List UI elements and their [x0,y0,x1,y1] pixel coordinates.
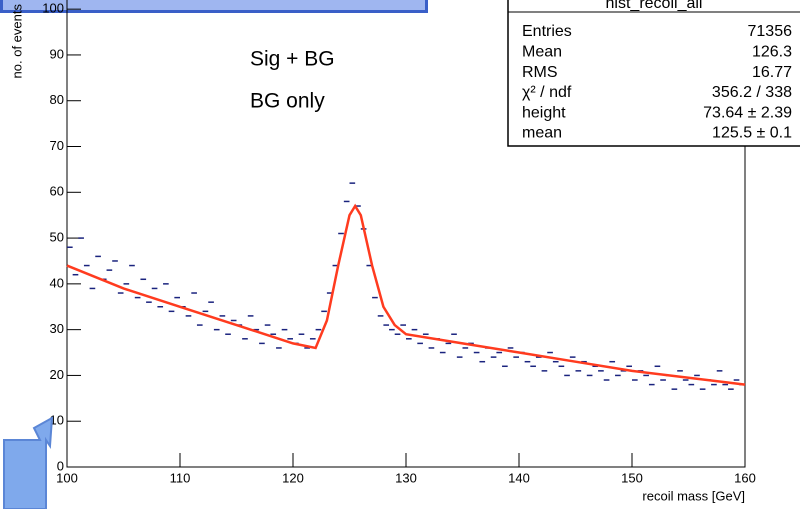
x-tick-label: 130 [395,470,417,485]
x-axis-label: recoil mass [GeV] [642,488,745,503]
stats-label: mean [522,125,562,142]
stats-label: χ² / ndf [522,84,572,101]
banner-inner [3,0,425,10]
x-tick-label: 150 [621,470,643,485]
y-tick-label: 70 [50,138,64,153]
stats-box: hist_recoil_all Entries 71356 Mean 126.3 RMS… [507,0,800,147]
stats-value: 16.77 [752,64,792,81]
stats-rows: Entries 71356 Mean 126.3 RMS 16.77 χ² / ndf 356… [522,23,792,142]
y-tick-label: 90 [50,46,64,61]
x-tick-label: 110 [170,470,191,485]
stats-label: Mean [522,44,562,61]
stats-value: 125.5 ± 0.1 [712,125,792,142]
stats-label: RMS [522,64,558,81]
callout-arrow [3,416,54,509]
stats-value: 126.3 [752,44,792,61]
plot-area: 0 10 20 30 40 50 60 70 80 90 100 100 110 120 130 140 150… [42,0,756,485]
x-tick-label: 160 [734,470,756,485]
x-tick-label: 120 [282,470,304,485]
y-tick-label: 50 [50,230,64,245]
y-tick-label: 30 [50,321,64,336]
stats-label: height [522,104,566,121]
x-tick-label: 140 [508,470,530,485]
stats-value: 71356 [748,23,793,40]
stats-label: Entries [522,23,572,40]
y-tick-label: 80 [50,92,64,107]
fit-curve [66,203,746,386]
stats-value: 356.2 / 338 [712,84,792,101]
y-tick-label: 60 [50,184,64,199]
x-tick-label: 100 [56,470,78,485]
stats-value: 73.64 ± 2.39 [703,104,792,121]
stats-frame [507,0,800,147]
y-tick-label: 100 [42,1,64,16]
annotation: BG only [250,90,325,113]
y-tick-label: 20 [50,367,64,382]
y-tick-label: 40 [50,275,64,290]
stats-title: hist_recoil_all [606,0,703,12]
annotation: Sig + BG [250,48,335,71]
y-axis-label: no. of events [9,4,24,79]
y-tick-label: 0 [57,458,64,473]
y-tick-label: 10 [50,413,64,428]
